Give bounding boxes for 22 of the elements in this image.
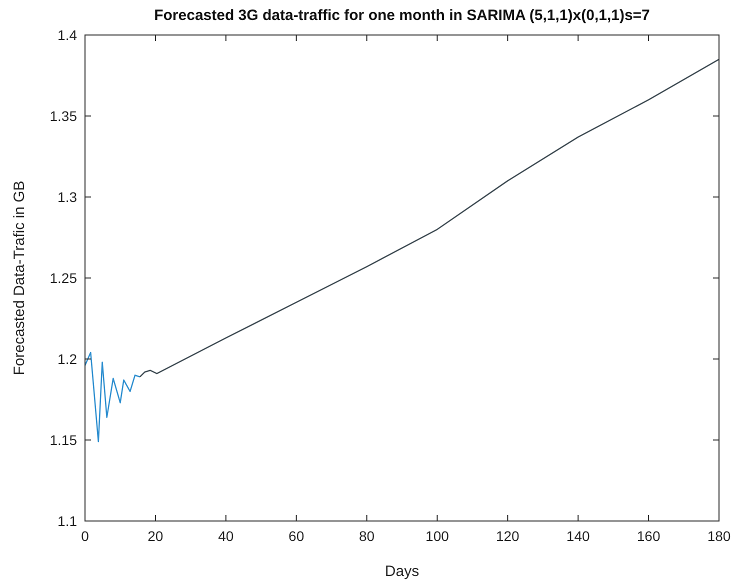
line-series bbox=[84, 352, 141, 442]
x-tick-label: 120 bbox=[496, 528, 520, 544]
x-tick-label: 160 bbox=[636, 528, 660, 544]
y-tick-label: 1.15 bbox=[50, 432, 78, 448]
x-tick-label: 100 bbox=[426, 528, 450, 544]
y-axis-title: Forecasted Data-Trafic in GB bbox=[11, 180, 28, 376]
chart-title: Forecasted 3G data-traffic for one month in SARIMA (5,1,1)x(0,1,1)s=7 bbox=[154, 7, 650, 24]
x-tick-label: 180 bbox=[707, 528, 731, 544]
y-tick-label: 1.2 bbox=[58, 351, 78, 367]
y-tick-label: 1.4 bbox=[58, 27, 78, 43]
y-tick-label: 1.35 bbox=[50, 108, 78, 124]
x-axis-title: Days bbox=[384, 563, 420, 580]
line-series bbox=[139, 58, 720, 378]
x-tick-label: 40 bbox=[218, 528, 234, 544]
x-tick-label: 60 bbox=[288, 528, 304, 544]
x-tick-label: 20 bbox=[148, 528, 164, 544]
x-tick-label: 80 bbox=[358, 528, 375, 544]
x-tick-label: 0 bbox=[81, 528, 90, 544]
y-tick-label: 1.25 bbox=[50, 270, 78, 286]
y-tick-label: 1.1 bbox=[58, 513, 78, 529]
y-tick-label: 1.3 bbox=[58, 189, 78, 205]
x-tick-label: 140 bbox=[566, 528, 590, 544]
